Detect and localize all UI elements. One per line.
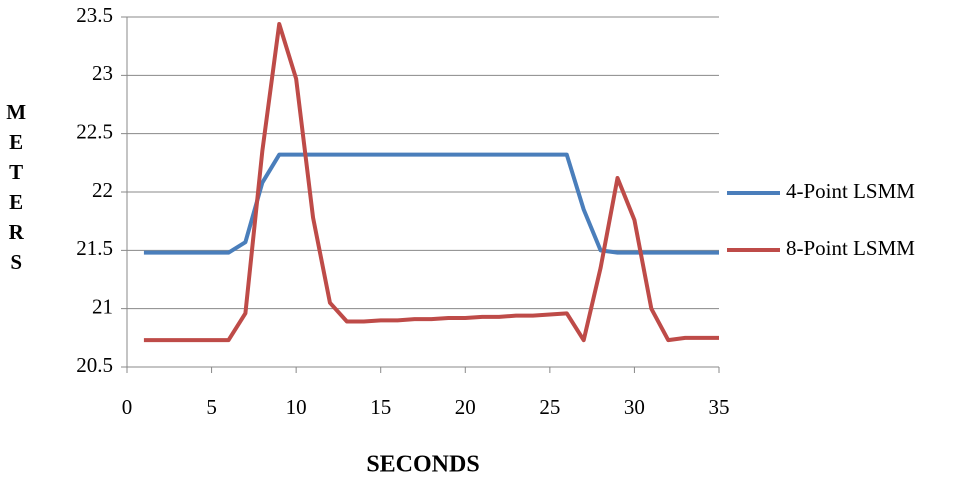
x-tick-label: 5 [206,395,217,419]
x-tick-label: 35 [709,395,730,419]
y-axis-label: METERS [4,100,28,280]
y-tick-label: 21 [92,294,113,318]
x-tick-label: 30 [624,395,645,419]
y-tick-label: 22.5 [76,119,113,143]
y-tick-label: 22 [92,178,113,202]
legend-label: 4-Point LSMM [786,179,915,203]
series-line [143,152,719,255]
series-line [143,22,719,343]
legend-label: 8-Point LSMM [786,236,915,260]
y-tick-label: 20.5 [76,353,113,377]
x-tick-label: 10 [286,395,307,419]
x-axis-label: SECONDS [366,452,479,478]
y-tick-label: 23.5 [76,3,113,27]
y-tick-label: 21.5 [76,236,113,260]
x-tick-label: 15 [370,395,391,419]
y-tick-label: 23 [92,61,113,85]
x-tick-label: 25 [539,395,560,419]
x-tick-label: 20 [455,395,476,419]
x-tick-label: 0 [122,395,133,419]
